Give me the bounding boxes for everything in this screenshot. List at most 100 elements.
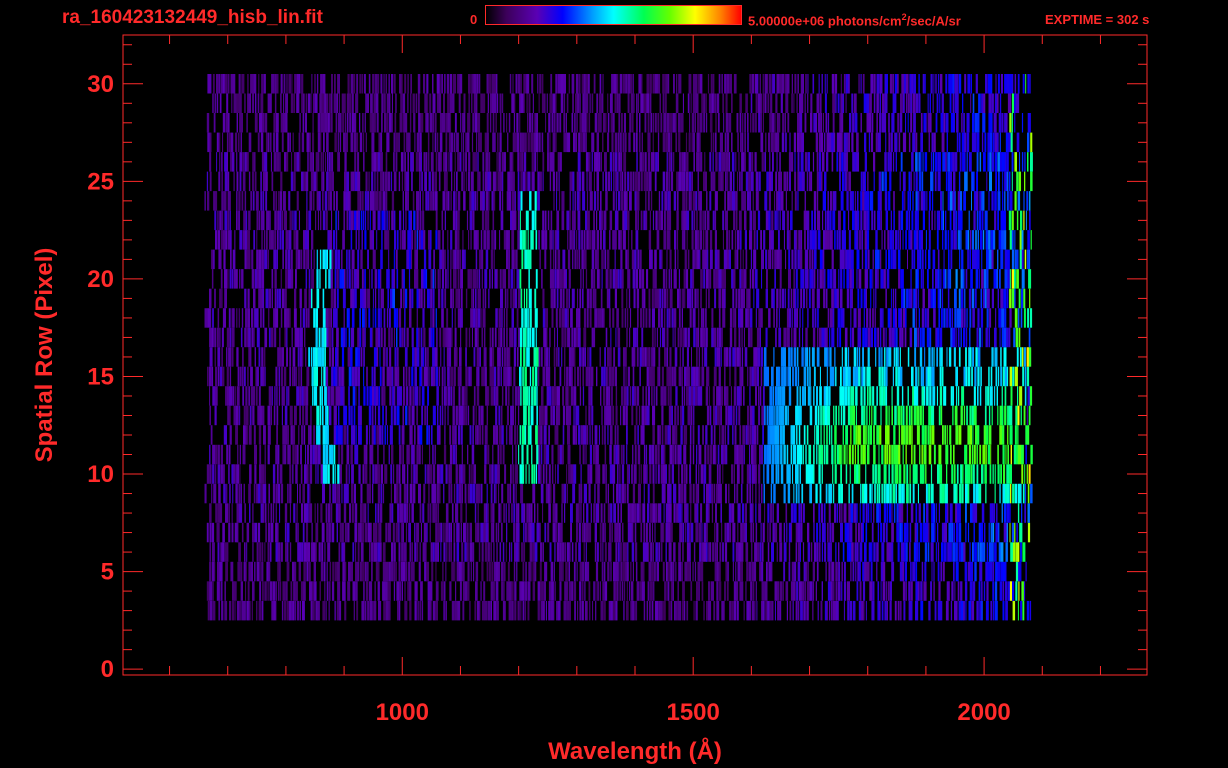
heatmap-cell — [337, 561, 340, 582]
heatmap-cell — [254, 444, 257, 465]
heatmap-cell — [651, 347, 655, 367]
heatmap-cell — [301, 386, 305, 406]
heatmap-cell — [550, 288, 554, 309]
heatmap-cell — [496, 464, 500, 484]
heatmap-cell — [896, 503, 899, 523]
heatmap-cell — [572, 249, 574, 270]
heatmap-cell — [920, 230, 923, 250]
heatmap-cell — [226, 483, 228, 504]
heatmap-cell — [369, 386, 373, 406]
heatmap-cell — [218, 230, 220, 250]
heatmap-cell — [849, 600, 853, 621]
heatmap-cell — [738, 542, 742, 562]
heatmap-cell — [501, 405, 503, 426]
heatmap-cell — [697, 249, 700, 270]
heatmap-cell — [1021, 249, 1024, 270]
heatmap-cell — [758, 503, 762, 523]
heatmap-cell — [785, 503, 788, 523]
heatmap-cell — [626, 386, 629, 406]
heatmap-cell — [957, 210, 961, 231]
heatmap-cell — [256, 561, 260, 582]
heatmap-cell — [407, 191, 409, 211]
heatmap-cell — [215, 503, 218, 523]
heatmap-cell — [354, 503, 358, 523]
heatmap-cell — [575, 503, 579, 523]
heatmap-cell — [382, 581, 386, 601]
heatmap-cell — [610, 327, 612, 348]
heatmap-cell — [624, 210, 628, 231]
heatmap-cell — [568, 581, 572, 601]
heatmap-cell — [714, 191, 718, 211]
heatmap-cell — [841, 386, 845, 406]
heatmap-cell — [487, 600, 491, 621]
heatmap-cell — [290, 581, 293, 601]
heatmap-cell — [900, 308, 903, 328]
heatmap-cell — [582, 561, 585, 582]
heatmap-cell — [1029, 288, 1031, 309]
heatmap-cell — [928, 444, 932, 465]
heatmap-cell — [627, 503, 631, 523]
heatmap-cell — [291, 366, 294, 387]
heatmap-cell — [796, 425, 798, 445]
heatmap-cell — [442, 327, 446, 348]
heatmap-cell — [432, 347, 436, 367]
heatmap-cell — [282, 191, 286, 211]
heatmap-cell — [876, 386, 878, 406]
heatmap-cell — [708, 503, 710, 523]
heatmap-cell — [452, 249, 455, 270]
heatmap-cell — [416, 386, 419, 406]
heatmap-cell — [911, 249, 914, 270]
heatmap-cell — [952, 327, 955, 348]
heatmap-cell — [970, 561, 974, 582]
heatmap-cell — [444, 269, 447, 289]
heatmap-cell — [511, 503, 513, 523]
heatmap-cell — [432, 600, 436, 621]
heatmap-cell — [892, 483, 896, 504]
heatmap-cell — [969, 405, 972, 426]
heatmap-cell — [943, 542, 947, 562]
heatmap-cell — [831, 425, 833, 445]
heatmap-cell — [437, 269, 440, 289]
heatmap-cell — [551, 444, 554, 465]
heatmap-cell — [682, 347, 684, 367]
heatmap-cell — [503, 347, 507, 367]
heatmap-cell — [610, 503, 613, 523]
heatmap-cell — [220, 249, 222, 270]
heatmap-cell — [395, 522, 399, 543]
heatmap-cell — [290, 249, 293, 270]
heatmap-cell — [603, 366, 606, 387]
heatmap-cell — [439, 269, 441, 289]
heatmap-cell — [476, 347, 480, 367]
heatmap-cell — [360, 425, 362, 445]
heatmap-cell — [477, 308, 481, 328]
heatmap-cell — [288, 191, 291, 211]
heatmap-cell — [634, 249, 637, 270]
heatmap-cell — [726, 347, 729, 367]
heatmap-cell — [931, 425, 935, 445]
heatmap-cell — [267, 249, 269, 270]
heatmap-cell — [761, 561, 764, 582]
heatmap-cell — [422, 191, 424, 211]
heatmap-cell — [245, 210, 248, 231]
heatmap-cell — [331, 522, 335, 543]
heatmap-cell — [797, 288, 799, 309]
heatmap-cell — [568, 561, 570, 582]
heatmap-cell — [296, 366, 298, 387]
heatmap-cell — [820, 425, 822, 445]
heatmap-cell — [1019, 522, 1023, 543]
heatmap-cell — [402, 522, 404, 543]
heatmap-cell — [274, 230, 277, 250]
heatmap-cell — [734, 347, 737, 367]
heatmap-cell — [447, 386, 451, 406]
heatmap-cell — [533, 464, 536, 484]
heatmap-cell — [420, 483, 421, 504]
heatmap-cell — [483, 327, 486, 348]
heatmap-cell — [873, 444, 876, 465]
heatmap-cell — [790, 581, 794, 601]
heatmap-cell — [637, 425, 639, 445]
heatmap-cell — [585, 405, 587, 426]
heatmap-cell — [712, 542, 714, 562]
heatmap-cell — [459, 249, 462, 270]
heatmap-cell — [337, 581, 341, 601]
heatmap-cell — [757, 210, 761, 231]
